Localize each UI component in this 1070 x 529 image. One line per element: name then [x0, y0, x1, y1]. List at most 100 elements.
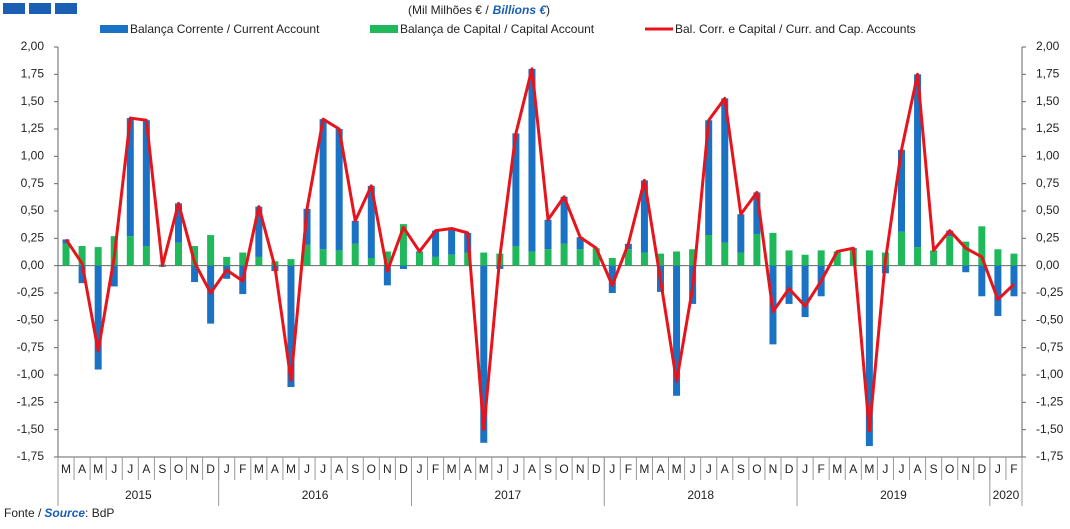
x-tick-label: M — [479, 462, 489, 476]
capital-bar — [126, 236, 134, 266]
capital-bar — [914, 247, 922, 266]
capital-bar — [624, 249, 632, 266]
current-bar — [383, 265, 391, 286]
capital-bar — [303, 244, 311, 266]
current-bar — [640, 180, 648, 253]
x-tick-label: F — [1010, 462, 1017, 476]
capital-bar — [175, 242, 182, 266]
y-tick-label: 2,00 — [21, 39, 45, 53]
current-bar — [528, 68, 536, 252]
x-tick-label: J — [882, 462, 888, 476]
capital-bar — [287, 259, 295, 266]
x-tick-label: D — [592, 462, 601, 476]
y2-tick-label: -1,50 — [1036, 422, 1064, 436]
current-bar — [78, 265, 86, 284]
current-bar — [705, 120, 713, 236]
capital-bar — [383, 251, 391, 266]
current-bar — [207, 265, 215, 324]
current-bar — [737, 214, 745, 253]
x-tick-label: A — [914, 462, 922, 476]
x-tick-label: O — [559, 462, 568, 476]
current-bar — [576, 237, 584, 250]
current-bar — [512, 133, 520, 246]
y-tick-label: -0,25 — [17, 285, 45, 299]
x-tick-label: A — [656, 462, 664, 476]
x-tick-label: J — [224, 462, 230, 476]
current-bar — [785, 265, 793, 304]
y2-tick-label: 1,00 — [1036, 149, 1060, 163]
y-tick-label: 1,75 — [21, 67, 45, 81]
current-bar — [110, 265, 118, 287]
year-label: 2016 — [302, 488, 329, 502]
current-bar — [673, 265, 681, 396]
current-bar — [801, 265, 809, 318]
current-bar — [448, 228, 456, 255]
y2-tick-label: -1,00 — [1036, 367, 1064, 381]
capital-bar — [464, 252, 472, 266]
current-bar — [126, 118, 134, 237]
capital-bar — [416, 252, 423, 266]
title-en: Billions € — [493, 3, 548, 17]
capital-bar — [994, 249, 1002, 266]
capital-bar — [62, 243, 70, 266]
capital-bar — [930, 250, 938, 266]
total-line — [64, 67, 1016, 433]
source-en: Source — [44, 506, 85, 520]
capital-bar — [1010, 253, 1018, 266]
x-tick-label: O — [174, 462, 183, 476]
x-tick-label: M — [447, 462, 457, 476]
capital-bar — [946, 236, 954, 266]
capital-bar — [207, 235, 215, 266]
x-tick-label: N — [383, 462, 392, 476]
logo-block — [3, 3, 25, 14]
x-tick-label: S — [351, 462, 359, 476]
capital-bar — [721, 242, 729, 266]
current-bar — [946, 230, 954, 237]
capital-bar — [865, 250, 873, 266]
current-bar — [399, 265, 407, 269]
y-tick-label: -0,50 — [17, 313, 45, 327]
x-tick-label: A — [721, 462, 729, 476]
current-bar — [351, 220, 359, 244]
x-tick-label: A — [335, 462, 343, 476]
capital-bar — [255, 256, 263, 266]
capital-bar — [544, 249, 552, 266]
x-tick-label: F — [625, 462, 632, 476]
capital-bar — [399, 224, 407, 266]
capital-bar — [367, 258, 375, 266]
capital-bar — [785, 250, 793, 266]
x-tick-label: D — [977, 462, 986, 476]
x-tick-label: D — [206, 462, 215, 476]
current-bar — [914, 74, 922, 248]
x-tick-label: M — [93, 462, 103, 476]
capital-bar — [817, 250, 825, 266]
capital-bar — [978, 226, 986, 266]
legend-swatch — [370, 25, 398, 33]
x-tick-label: M — [672, 462, 682, 476]
x-tick-label: A — [142, 462, 150, 476]
x-tick-label: S — [930, 462, 938, 476]
x-tick-label: J — [899, 462, 905, 476]
capital-bar — [801, 254, 809, 266]
current-bar — [1010, 265, 1018, 297]
y2-tick-label: 1,25 — [1036, 121, 1060, 135]
y2-tick-label: -1,25 — [1036, 395, 1064, 409]
x-tick-label: J — [497, 462, 503, 476]
x-tick-label: S — [544, 462, 552, 476]
current-bar — [544, 219, 552, 250]
current-bar — [319, 119, 327, 250]
x-tick-label: J — [690, 462, 696, 476]
y-tick-label: 1,25 — [21, 121, 45, 135]
y-tick-label: 0,50 — [21, 203, 45, 217]
x-tick-label: A — [849, 462, 857, 476]
x-tick-label: J — [802, 462, 808, 476]
y-tick-label: 1,50 — [21, 94, 45, 108]
y2-tick-label: 0,25 — [1036, 231, 1060, 245]
logo-block — [29, 3, 51, 14]
current-bar — [994, 265, 1002, 316]
capital-bar — [689, 249, 697, 266]
current-bar — [480, 265, 488, 443]
x-tick-label: J — [111, 462, 117, 476]
capital-bar — [769, 232, 777, 266]
title-close: ) — [546, 3, 550, 17]
